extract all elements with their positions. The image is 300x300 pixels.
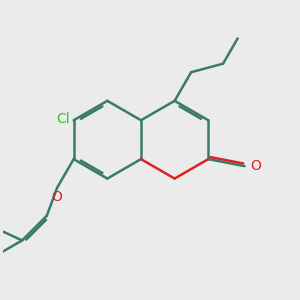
Text: O: O xyxy=(51,190,62,204)
Text: Cl: Cl xyxy=(56,112,70,126)
Text: O: O xyxy=(250,158,261,172)
